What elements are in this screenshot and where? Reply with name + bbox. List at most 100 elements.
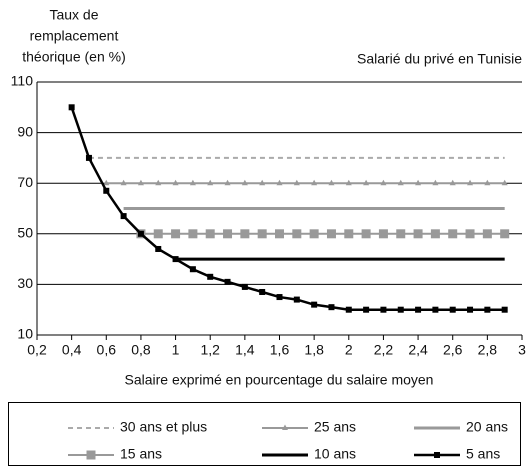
- y-axis-label: Taux de: [49, 7, 98, 23]
- data-point: [397, 179, 404, 186]
- data-point: [430, 229, 440, 239]
- legend-marker: [282, 424, 288, 430]
- data-point: [378, 229, 388, 239]
- data-point: [484, 179, 491, 186]
- x-tick-label: 2,4: [408, 342, 428, 358]
- legend-label: 20 ans: [466, 419, 508, 435]
- data-point: [137, 230, 144, 237]
- legend-label: 15 ans: [120, 446, 162, 462]
- y-tick-label: 90: [17, 123, 33, 139]
- data-point: [275, 229, 284, 239]
- data-point: [172, 256, 179, 263]
- data-point: [171, 229, 181, 239]
- data-point: [397, 306, 404, 313]
- data-point: [68, 104, 75, 111]
- x-tick-label: 0,6: [97, 342, 117, 358]
- data-point: [328, 304, 335, 311]
- data-point: [309, 229, 319, 239]
- data-point: [363, 306, 370, 313]
- x-tick-label: 1,6: [270, 342, 290, 358]
- data-point: [501, 179, 508, 186]
- y-tick-label: 30: [17, 275, 33, 291]
- data-point: [293, 296, 300, 303]
- data-point: [500, 229, 510, 239]
- legend-box: [8, 402, 521, 466]
- data-point: [380, 179, 387, 186]
- data-point: [432, 179, 439, 186]
- legend-marker: [86, 450, 96, 460]
- data-point: [413, 229, 423, 239]
- legend-marker: [434, 452, 440, 458]
- data-point: [240, 229, 250, 239]
- data-point: [172, 179, 179, 186]
- data-point: [449, 179, 456, 186]
- data-point: [501, 306, 508, 313]
- data-point: [311, 179, 318, 186]
- data-point: [241, 283, 248, 290]
- x-tick-label: 2,2: [374, 342, 394, 358]
- data-point: [257, 229, 267, 239]
- data-point: [345, 179, 352, 186]
- x-tick-label: 0,8: [131, 342, 151, 358]
- data-point: [103, 179, 110, 186]
- data-point: [396, 229, 406, 239]
- x-tick-label: 0,4: [62, 342, 82, 358]
- data-point: [259, 179, 266, 186]
- legend-label: 10 ans: [314, 446, 356, 462]
- data-point: [155, 245, 162, 252]
- data-point: [241, 179, 248, 186]
- data-point: [484, 306, 491, 313]
- data-point: [155, 179, 162, 186]
- chart-subtitle: Salarié du privé en Tunisie: [357, 51, 522, 67]
- data-point: [103, 187, 110, 194]
- data-point: [224, 179, 231, 186]
- data-point: [85, 154, 92, 161]
- data-point: [344, 229, 354, 239]
- data-point: [415, 306, 422, 313]
- legend-label: 5 ans: [466, 446, 500, 462]
- legend-label: 30 ans et plus: [120, 419, 207, 435]
- data-point: [326, 229, 336, 239]
- x-tick-label: 2,8: [478, 342, 498, 358]
- data-point: [137, 179, 144, 186]
- data-point: [276, 294, 283, 301]
- data-point: [120, 179, 127, 186]
- data-point: [415, 179, 422, 186]
- x-axis-label: Salaire exprimé en pourcentage du salair…: [125, 372, 434, 388]
- data-point: [361, 229, 371, 239]
- data-point: [380, 306, 387, 313]
- data-point: [205, 229, 215, 239]
- data-point: [292, 229, 302, 239]
- data-point: [311, 301, 318, 308]
- data-point: [188, 229, 198, 239]
- data-point: [345, 306, 352, 313]
- x-tick-label: 1,8: [304, 342, 324, 358]
- data-point: [153, 229, 163, 239]
- data-point: [207, 273, 214, 280]
- x-tick-label: 1,4: [235, 342, 255, 358]
- y-tick-label: 70: [17, 174, 33, 190]
- data-point: [432, 306, 439, 313]
- legend-label: 25 ans: [314, 419, 356, 435]
- data-point: [189, 179, 196, 186]
- data-point: [482, 229, 492, 239]
- data-point: [467, 306, 474, 313]
- data-point: [467, 179, 474, 186]
- data-point: [259, 288, 266, 295]
- y-tick-label: 10: [17, 326, 33, 342]
- y-axis-label: théorique (en %): [22, 49, 126, 65]
- data-point: [465, 229, 475, 239]
- data-point: [448, 229, 458, 239]
- data-point: [223, 229, 233, 239]
- x-tick-label: 0,2: [27, 342, 47, 358]
- data-point: [224, 278, 231, 285]
- data-point: [189, 266, 196, 273]
- x-tick-label: 1: [172, 342, 180, 358]
- data-point: [120, 213, 127, 220]
- x-tick-label: 3: [518, 342, 526, 358]
- data-point: [293, 179, 300, 186]
- data-point: [276, 179, 283, 186]
- y-tick-label: 50: [17, 225, 33, 241]
- data-point: [363, 179, 370, 186]
